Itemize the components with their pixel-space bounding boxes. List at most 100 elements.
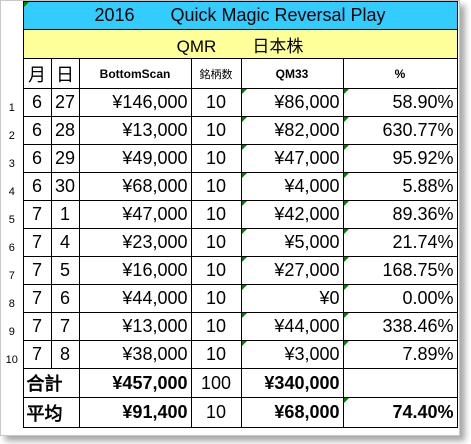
average-label: 平均 bbox=[22, 397, 80, 428]
cell-count: 10 bbox=[190, 88, 242, 117]
cell-qm33: ¥3,000 bbox=[240, 340, 344, 369]
row-number: 7 bbox=[1, 256, 24, 285]
total-label: 合計 bbox=[22, 368, 80, 398]
average-percent: 74.40% bbox=[342, 397, 458, 428]
cell-bottomscan: ¥23,000 bbox=[78, 228, 192, 257]
cell-qm33: ¥47,000 bbox=[240, 144, 344, 173]
cell-percent: 630.77% bbox=[342, 116, 458, 145]
row-number: 8 bbox=[1, 284, 24, 313]
header-count: 銘柄数 bbox=[190, 58, 242, 89]
header-row: 月 日 BottomScan 銘柄数 QM33 % bbox=[1, 58, 458, 89]
cell-day: 27 bbox=[50, 88, 80, 117]
cell-qm33: ¥44,000 bbox=[240, 312, 344, 341]
table-row: 5 7 1 ¥47,000 10 ¥42,000 89.36% bbox=[1, 200, 458, 229]
header-bottomscan: BottomScan bbox=[78, 58, 192, 89]
row-number: 5 bbox=[1, 200, 24, 229]
row-number: 3 bbox=[1, 144, 24, 173]
table-row: 3 6 29 ¥49,000 10 ¥47,000 95.92% bbox=[1, 144, 458, 173]
cell-count: 10 bbox=[190, 256, 242, 285]
cell-percent: 95.92% bbox=[342, 144, 458, 173]
header-day: 日 bbox=[50, 58, 80, 89]
cell-percent: 21.74% bbox=[342, 228, 458, 257]
table-row: 2 6 28 ¥13,000 10 ¥82,000 630.77% bbox=[1, 116, 458, 145]
row-number: 1 bbox=[1, 88, 24, 117]
subtitle-code: QMR bbox=[176, 36, 217, 56]
cell-day: 4 bbox=[50, 228, 80, 257]
cell-month: 6 bbox=[22, 144, 52, 173]
cell-day: 7 bbox=[50, 312, 80, 341]
total-bottomscan: ¥457,000 bbox=[78, 368, 192, 398]
sheet-title: 2016 Quick Magic Reversal Play bbox=[22, 1, 458, 30]
header-month: 月 bbox=[22, 58, 52, 89]
cell-qm33: ¥82,000 bbox=[240, 116, 344, 145]
cell-percent: 5.88% bbox=[342, 172, 458, 201]
cell-bottomscan: ¥13,000 bbox=[78, 312, 192, 341]
row-number: 6 bbox=[1, 228, 24, 257]
cell-percent: 58.90% bbox=[342, 88, 458, 117]
subtitle-market: 日本株 bbox=[252, 36, 304, 56]
total-percent bbox=[342, 368, 458, 398]
cell-month: 7 bbox=[22, 256, 52, 285]
table-row: 1 6 27 ¥146,000 10 ¥86,000 58.90% bbox=[1, 88, 458, 117]
cell-count: 10 bbox=[190, 116, 242, 145]
cell-day: 8 bbox=[50, 340, 80, 369]
cell-bottomscan: ¥13,000 bbox=[78, 116, 192, 145]
cell-month: 7 bbox=[22, 200, 52, 229]
cell-bottomscan: ¥47,000 bbox=[78, 200, 192, 229]
cell-month: 7 bbox=[22, 228, 52, 257]
cell-qm33: ¥42,000 bbox=[240, 200, 344, 229]
cell-qm33: ¥27,000 bbox=[240, 256, 344, 285]
cell-qm33: ¥4,000 bbox=[240, 172, 344, 201]
table-row: 9 7 7 ¥13,000 10 ¥44,000 338.46% bbox=[1, 312, 458, 341]
table-row: 4 6 30 ¥68,000 10 ¥4,000 5.88% bbox=[1, 172, 458, 201]
cell-bottomscan: ¥68,000 bbox=[78, 172, 192, 201]
title-year: 2016 bbox=[94, 5, 135, 25]
table-row: 6 7 4 ¥23,000 10 ¥5,000 21.74% bbox=[1, 228, 458, 257]
title-name: Quick Magic Reversal Play bbox=[170, 5, 386, 25]
cell-day: 5 bbox=[50, 256, 80, 285]
cell-bottomscan: ¥146,000 bbox=[78, 88, 192, 117]
header-percent: % bbox=[342, 58, 458, 89]
cell-bottomscan: ¥38,000 bbox=[78, 340, 192, 369]
cell-month: 6 bbox=[22, 88, 52, 117]
spreadsheet-image: 2016 Quick Magic Reversal Play QMR 日本株 月 日… bbox=[0, 0, 460, 436]
average-bottomscan: ¥91,400 bbox=[78, 397, 192, 428]
cell-month: 7 bbox=[22, 284, 52, 313]
title-row: 2016 Quick Magic Reversal Play bbox=[1, 1, 458, 30]
cell-qm33: ¥5,000 bbox=[240, 228, 344, 257]
cell-count: 10 bbox=[190, 172, 242, 201]
table-row: 10 7 8 ¥38,000 10 ¥3,000 7.89% bbox=[1, 340, 458, 369]
cell-month: 6 bbox=[22, 172, 52, 201]
total-qm33: ¥340,000 bbox=[240, 368, 344, 398]
cell-day: 30 bbox=[50, 172, 80, 201]
total-count: 100 bbox=[190, 368, 242, 398]
cell-bottomscan: ¥44,000 bbox=[78, 284, 192, 313]
cell-count: 10 bbox=[190, 200, 242, 229]
table-row: 7 7 5 ¥16,000 10 ¥27,000 168.75% bbox=[1, 256, 458, 285]
average-row: 平均 ¥91,400 10 ¥68,000 74.40% bbox=[1, 397, 458, 428]
cell-month: 7 bbox=[22, 340, 52, 369]
table-row: 8 7 6 ¥44,000 10 ¥0 0.00% bbox=[1, 284, 458, 313]
cell-qm33: ¥0 bbox=[240, 284, 344, 313]
cell-count: 10 bbox=[190, 284, 242, 313]
cell-percent: 7.89% bbox=[342, 340, 458, 369]
cell-percent: 89.36% bbox=[342, 200, 458, 229]
row-number: 9 bbox=[1, 312, 24, 341]
cell-bottomscan: ¥16,000 bbox=[78, 256, 192, 285]
cell-day: 29 bbox=[50, 144, 80, 173]
cell-day: 28 bbox=[50, 116, 80, 145]
subtitle-row: QMR 日本株 bbox=[1, 29, 458, 59]
cell-day: 1 bbox=[50, 200, 80, 229]
sheet-subtitle: QMR 日本株 bbox=[22, 29, 458, 59]
row-number: 10 bbox=[1, 340, 24, 369]
cell-bottomscan: ¥49,000 bbox=[78, 144, 192, 173]
cell-percent: 338.46% bbox=[342, 312, 458, 341]
cell-qm33: ¥86,000 bbox=[240, 88, 344, 117]
cell-percent: 168.75% bbox=[342, 256, 458, 285]
row-number: 4 bbox=[1, 172, 24, 201]
average-qm33: ¥68,000 bbox=[240, 397, 344, 428]
cell-month: 7 bbox=[22, 312, 52, 341]
cell-count: 10 bbox=[190, 340, 242, 369]
row-number: 2 bbox=[1, 116, 24, 145]
cell-percent: 0.00% bbox=[342, 284, 458, 313]
